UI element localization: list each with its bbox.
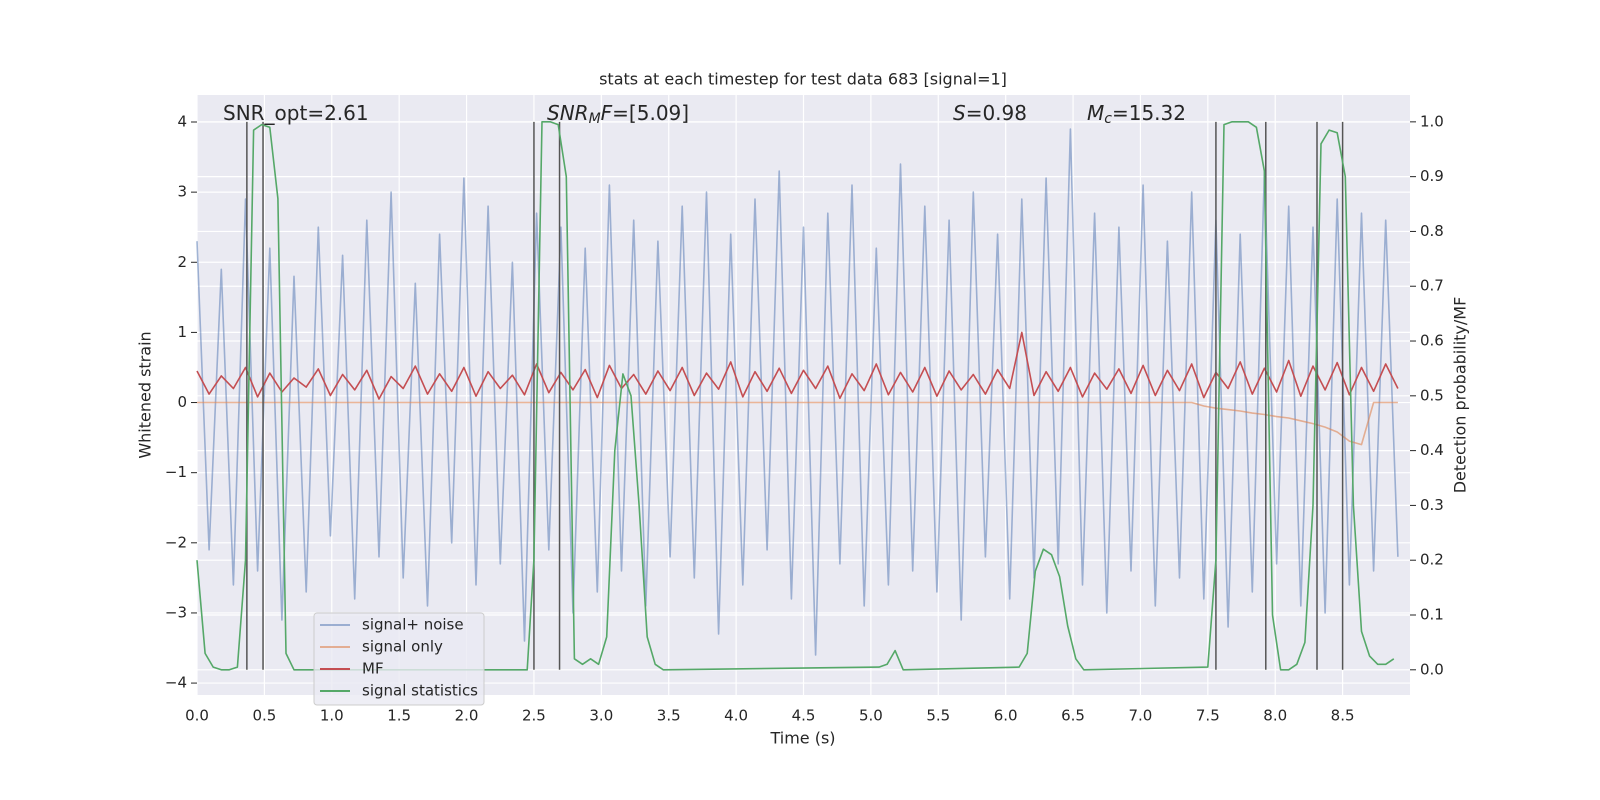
annotation-part: SNR [547, 101, 589, 125]
series-line [196, 121, 1395, 671]
x-tick-label: 6.0 [994, 707, 1018, 725]
annotation: S=0.98 [953, 101, 1027, 125]
series-line [196, 331, 1399, 400]
y2-tick-label: 0.5 [1420, 386, 1444, 404]
x-tick-label: 8.5 [1331, 707, 1355, 725]
x-tick-label: 0.5 [252, 707, 276, 725]
x-tick-label: 2.0 [455, 707, 479, 725]
legend-label: signal+ noise [362, 616, 464, 634]
x-tick-label: 6.5 [1061, 707, 1085, 725]
y-axis-label: Whitened strain [136, 331, 155, 458]
y2-tick-label: 0.4 [1420, 441, 1444, 459]
legend: signal+ noise signal only MF signal statist… [313, 612, 485, 706]
y-tick-label: −1 [165, 463, 187, 481]
series-line [196, 128, 1399, 656]
annotation-part: F [601, 101, 613, 125]
x-axis-label: Time (s) [769, 729, 835, 748]
y-tick-label: 2 [177, 253, 187, 271]
x-tick-label: 0.0 [185, 707, 209, 725]
y-tick-label: 4 [177, 113, 187, 131]
y-tick-label: 3 [177, 183, 187, 201]
x-tick-label: 5.0 [859, 707, 883, 725]
legend-label: MF [362, 660, 384, 678]
annotation-part: S [953, 101, 966, 125]
y2-tick-label: 0.8 [1420, 222, 1444, 240]
annotation-part: SNR_opt=2.61 [223, 101, 369, 125]
y-tick-label: −2 [165, 533, 187, 551]
annotation: SNRMF=[5.09] [547, 101, 689, 128]
y2-axis-label: Detection probability/MF [1451, 297, 1470, 494]
y2-tick-label: 0.0 [1420, 660, 1444, 678]
annotation-part: M [589, 111, 601, 127]
x-tick-label: 5.5 [926, 707, 950, 725]
chart-title: stats at each timestep for test data 683… [599, 70, 1007, 89]
y-tick-label: 0 [177, 393, 187, 411]
annotation: SNR_opt=2.61 [223, 101, 369, 125]
y2-tick-label: 0.3 [1420, 496, 1444, 514]
series-line [197, 401, 1398, 446]
x-tick-label: 8.0 [1263, 707, 1287, 725]
annotation-part: c [1104, 111, 1112, 127]
y-tick-label: −3 [165, 603, 187, 621]
y2-tick-label: 1.0 [1420, 112, 1444, 130]
y2-tick-label: 0.9 [1420, 167, 1444, 185]
x-tick-label: 2.5 [522, 707, 546, 725]
y-tick-label: −4 [165, 674, 187, 692]
legend-label: signal only [362, 638, 443, 656]
y-tick-label: 1 [177, 323, 187, 341]
annotation-part: =[5.09] [612, 101, 689, 125]
annotation-part: M [1087, 101, 1104, 125]
y2-tick-label: 0.2 [1420, 551, 1444, 569]
x-tick-label: 7.0 [1129, 707, 1153, 725]
x-tick-label: 1.0 [320, 707, 344, 725]
x-tick-label: 7.5 [1196, 707, 1220, 725]
x-tick-label: 3.5 [657, 707, 681, 725]
x-tick-label: 4.5 [792, 707, 816, 725]
annotation-part: =15.32 [1112, 101, 1186, 125]
y2-tick-label: 0.6 [1420, 332, 1444, 350]
y2-tick-label: 0.1 [1420, 606, 1444, 624]
x-tick-label: 1.5 [387, 707, 411, 725]
annotation-part: =0.98 [966, 101, 1027, 125]
legend-label: signal statistics [362, 682, 478, 700]
legend-box [313, 612, 485, 706]
x-tick-label: 3.0 [589, 707, 613, 725]
y2-tick-label: 0.7 [1420, 277, 1444, 295]
x-tick-label: 4.0 [724, 707, 748, 725]
annotation: Mc=15.32 [1087, 101, 1186, 128]
